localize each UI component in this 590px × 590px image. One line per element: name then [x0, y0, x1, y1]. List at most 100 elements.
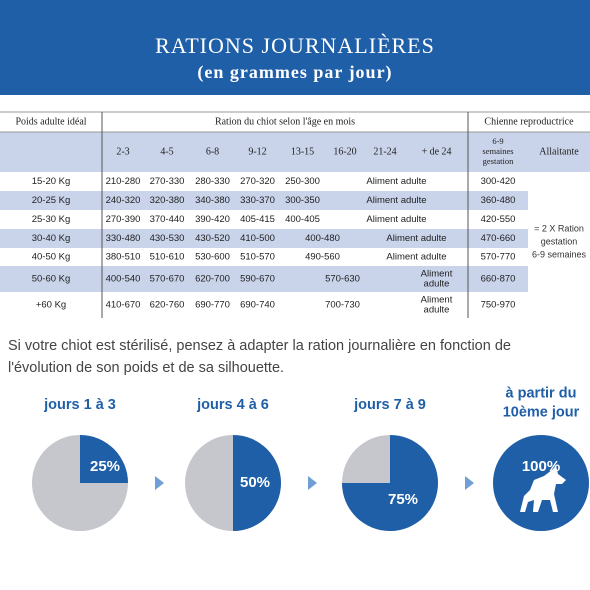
weight-cell: +60 Kg — [36, 300, 66, 311]
ration-cell: 510-610 — [150, 252, 185, 263]
ration-cell: 690-770 — [195, 300, 230, 311]
ration-cell: 370-440 — [150, 214, 185, 225]
pie-slice — [233, 435, 281, 531]
ration-cell: 330-370 — [240, 195, 275, 206]
row-band — [0, 266, 528, 292]
ration-cell: 400-540 — [106, 274, 141, 285]
ration-cell: Aliment adulte — [386, 252, 446, 263]
header-band — [528, 132, 590, 172]
ration-cell: 490-560 — [305, 252, 340, 263]
ration-cell: adulte — [424, 305, 450, 316]
pie-label: 25% — [90, 458, 120, 475]
note: l'évolution de son poids et de sa silhou… — [8, 360, 284, 376]
ration-cell: 250-300 — [285, 176, 320, 187]
gestation-cell: 420-550 — [481, 214, 516, 225]
weight-cell: 30-40 Kg — [32, 233, 71, 244]
ration-cell: 510-570 — [240, 252, 275, 263]
ration-cell: 620-700 — [195, 274, 230, 285]
pie-label: 50% — [240, 474, 270, 491]
age-header: + de 24 — [421, 146, 451, 157]
age-header: 2-3 — [116, 146, 129, 157]
age-header: 4-5 — [160, 146, 173, 157]
gestation-header: gestation — [483, 156, 514, 166]
header-band — [0, 0, 590, 95]
ration-cell: 570-630 — [325, 274, 360, 285]
step-label: jours 4 à 6 — [196, 397, 269, 413]
note: Si votre chiot est stérilisé, pensez à a… — [8, 338, 511, 354]
column-header: Chienne reproductrice — [484, 116, 574, 127]
ration-cell: 430-520 — [195, 233, 230, 244]
lactation-cell: = 2 X Ration — [534, 223, 584, 233]
ration-cell: Aliment adulte — [366, 195, 426, 206]
step-label: jours 1 à 3 — [43, 397, 116, 413]
weight-cell: 15-20 Kg — [32, 176, 71, 187]
column-header: Poids adulte idéal — [15, 116, 86, 127]
age-header: 6-8 — [206, 146, 219, 157]
ration-cell: 570-670 — [150, 274, 185, 285]
ration-cell: 280-330 — [195, 176, 230, 187]
pie-slice — [342, 435, 438, 531]
lactation-cell: gestation — [541, 236, 578, 246]
ration-cell: 210-280 — [106, 176, 141, 187]
header-band — [0, 132, 102, 172]
ration-cell: 530-600 — [195, 252, 230, 263]
gestation-cell: 360-480 — [481, 195, 516, 206]
ration-cell: 340-380 — [195, 195, 230, 206]
arrow — [308, 476, 317, 490]
gestation-header: semaines — [482, 146, 513, 156]
ration-cell: 270-320 — [240, 176, 275, 187]
ration-cell: 620-760 — [150, 300, 185, 311]
row-band — [0, 229, 528, 248]
ration-cell: 300-350 — [285, 195, 320, 206]
ration-cell: Aliment adulte — [366, 176, 426, 187]
age-header: 13-15 — [291, 146, 314, 157]
ration-cell: Aliment adulte — [386, 233, 446, 244]
ration-cell: 430-530 — [150, 233, 185, 244]
weight-cell: 50-60 Kg — [32, 274, 71, 285]
wolf-icon — [520, 466, 566, 512]
ration-cell: Aliment — [421, 295, 453, 306]
weight-cell: 25-30 Kg — [32, 214, 71, 225]
ration-cell: 400-405 — [285, 214, 320, 225]
weight-cell: 20-25 Kg — [32, 195, 71, 206]
gestation-cell: 660-870 — [481, 274, 516, 285]
ration-cell: 690-740 — [240, 300, 275, 311]
arrow — [465, 476, 474, 490]
ration-cell: Aliment — [421, 269, 453, 280]
step-label: à partir du — [506, 385, 577, 401]
ration-cell: 380-510 — [106, 252, 141, 263]
age-header: 9-12 — [248, 146, 266, 157]
ration-cell: 320-380 — [150, 195, 185, 206]
gestation-cell: 300-420 — [481, 176, 516, 187]
ration-cell: 590-670 — [240, 274, 275, 285]
ration-cell: 700-730 — [325, 300, 360, 311]
row-band — [0, 191, 528, 210]
step-label: jours 7 à 9 — [353, 397, 426, 413]
lactation-header: Allaitante — [539, 146, 579, 157]
age-header: 16-20 — [333, 146, 356, 157]
ration-cell: 270-390 — [106, 214, 141, 225]
title: RATIONS JOURNALIÈRES — [155, 33, 435, 58]
age-header: 21-24 — [373, 146, 396, 157]
gestation-cell: 470-660 — [481, 233, 516, 244]
arrow — [155, 476, 164, 490]
pie-slice — [80, 435, 128, 483]
ration-cell: 270-330 — [150, 176, 185, 187]
ration-cell: 400-480 — [305, 233, 340, 244]
pie-label: 75% — [388, 491, 418, 508]
ration-cell: 240-320 — [106, 195, 141, 206]
ration-cell: 330-480 — [106, 233, 141, 244]
step-label: 10ème jour — [503, 404, 580, 420]
lactation-cell: 6-9 semaines — [532, 249, 587, 259]
ration-cell: 410-500 — [240, 233, 275, 244]
ration-cell: adulte — [424, 279, 450, 290]
ration-cell: 390-420 — [195, 214, 230, 225]
subtitle: (en grammes par jour) — [197, 62, 392, 83]
ration-cell: Aliment adulte — [366, 214, 426, 225]
weight-cell: 40-50 Kg — [32, 252, 71, 263]
header-band — [102, 132, 528, 172]
ration-cell: 410-670 — [106, 300, 141, 311]
column-header: Ration du chiot selon l'âge en mois — [215, 116, 355, 127]
